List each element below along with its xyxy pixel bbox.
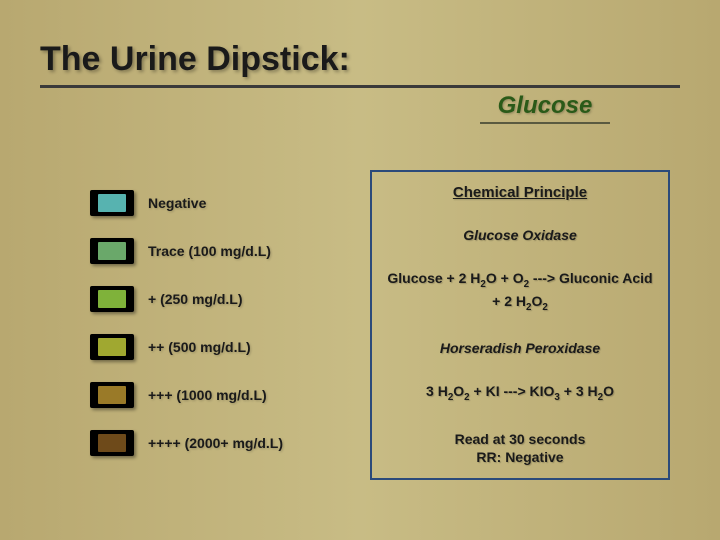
swatch-frame <box>90 286 134 312</box>
title-divider <box>40 85 680 88</box>
swatch-frame <box>90 334 134 360</box>
title-block: The Urine Dipstick: <box>40 40 680 88</box>
swatch-frame <box>90 190 134 216</box>
color-swatch <box>98 290 126 308</box>
reference-range: RR: Negative <box>382 448 658 466</box>
scale-label: ++++ (2000+ mg/d.L) <box>148 435 283 451</box>
scale-row: ++ (500 mg/d.L) <box>90 334 283 360</box>
scale-row: Trace (100 mg/d.L) <box>90 238 283 264</box>
page-subtitle: Glucose <box>498 92 593 120</box>
scale-label: Negative <box>148 195 206 211</box>
subtitle-divider <box>480 122 610 124</box>
scale-row: ++++ (2000+ mg/d.L) <box>90 430 283 456</box>
scale-label: Trace (100 mg/d.L) <box>148 243 271 259</box>
scale-label: + (250 mg/d.L) <box>148 291 243 307</box>
read-info: Read at 30 seconds RR: Negative <box>382 430 658 466</box>
read-time: Read at 30 seconds <box>382 430 658 448</box>
scale-row: + (250 mg/d.L) <box>90 286 283 312</box>
page-title: The Urine Dipstick: <box>40 40 680 79</box>
swatch-frame <box>90 382 134 408</box>
color-swatch <box>98 386 126 404</box>
color-swatch <box>98 338 126 356</box>
swatch-frame <box>90 430 134 456</box>
panel-title: Chemical Principle <box>382 184 658 201</box>
color-swatch <box>98 242 126 260</box>
reaction-2: 3 H2O2 + KI ---> KIO3 + 3 H2O <box>382 382 658 405</box>
enzyme-2: Horseradish Peroxidase <box>382 339 658 357</box>
enzyme-1: Glucose Oxidase <box>382 226 658 244</box>
scale-row: Negative <box>90 190 283 216</box>
color-scale: Negative Trace (100 mg/d.L) + (250 mg/d.L)… <box>90 190 283 456</box>
reaction-1: Glucose + 2 H2O + O2 ---> Gluconic Acid … <box>382 269 658 314</box>
subtitle-block: Glucose <box>480 92 610 124</box>
color-swatch <box>98 434 126 452</box>
chemical-principle-panel: Chemical Principle Glucose Oxidase Gluco… <box>370 170 670 480</box>
scale-row: +++ (1000 mg/d.L) <box>90 382 283 408</box>
scale-label: ++ (500 mg/d.L) <box>148 339 251 355</box>
color-swatch <box>98 194 126 212</box>
swatch-frame <box>90 238 134 264</box>
scale-label: +++ (1000 mg/d.L) <box>148 387 267 403</box>
